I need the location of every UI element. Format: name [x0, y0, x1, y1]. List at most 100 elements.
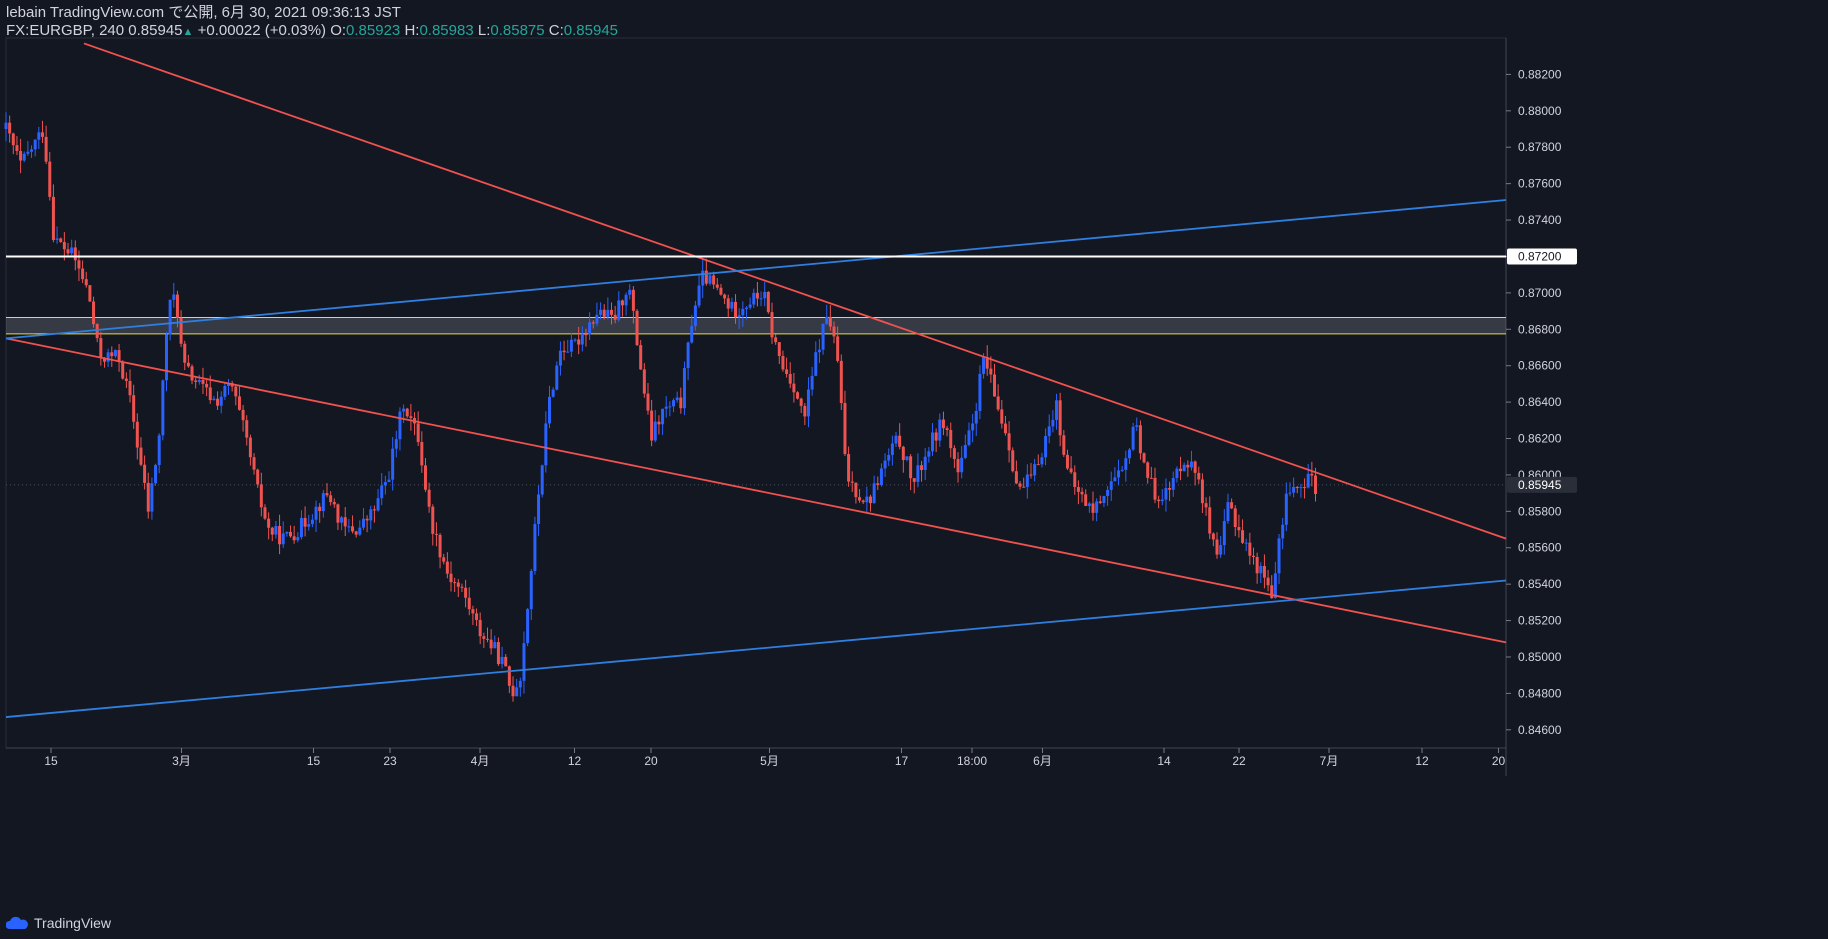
candle-body [245, 420, 249, 438]
candle-body [1259, 565, 1263, 574]
candle-body [1219, 545, 1223, 555]
candle-body [216, 398, 220, 406]
x-tick-label: 17 [895, 754, 909, 768]
blue-lower-trendline[interactable] [5, 579, 1507, 718]
candle-body [456, 582, 460, 587]
candle-body [252, 457, 256, 470]
candle-body [657, 421, 661, 425]
candle-body [1295, 487, 1299, 489]
candle-body [682, 368, 686, 409]
candle-body [92, 301, 96, 325]
plot-area[interactable] [5, 37, 1507, 749]
candle-body [117, 350, 121, 363]
candle-body [427, 489, 431, 507]
candle-body [1314, 475, 1317, 494]
candle-body [996, 396, 1000, 410]
candle-body [573, 339, 577, 341]
candle-body [482, 636, 486, 639]
candle-body [1226, 502, 1230, 522]
candle-body [1233, 508, 1237, 528]
y-tick-label: 0.85400 [1518, 577, 1562, 591]
candle-body [923, 456, 927, 471]
candle-body [1237, 527, 1241, 531]
candle-body [985, 357, 989, 369]
x-tick-label: 22 [1232, 754, 1246, 768]
tradingview-logo[interactable]: TradingView [6, 915, 111, 931]
candle-body [624, 294, 628, 306]
candle-body [872, 483, 876, 504]
candle-body [949, 430, 953, 449]
candle-body [358, 527, 362, 535]
yellow-supply-zone[interactable] [6, 317, 1506, 334]
candle-body [1306, 473, 1310, 488]
x-tick-label: 15 [307, 754, 321, 768]
candle-body [241, 409, 245, 421]
candle-body [865, 496, 869, 503]
candle-body [299, 517, 303, 538]
y-tick-label: 0.86800 [1518, 322, 1562, 336]
x-tick-label: 12 [568, 754, 582, 768]
candle-body [537, 494, 541, 525]
candle-body [227, 383, 231, 387]
x-tick-label: 6月 [1033, 754, 1052, 768]
candle-body [314, 506, 318, 520]
candle-body [139, 447, 143, 465]
candle-body [237, 396, 241, 410]
candle-body [438, 534, 442, 558]
candle-body [1142, 453, 1146, 463]
candle-body [1051, 419, 1055, 427]
candle-body [475, 613, 479, 620]
candle-body [154, 465, 158, 484]
candle-body [157, 435, 161, 466]
y-tick-label: 0.87400 [1518, 213, 1562, 227]
candle-body [602, 309, 606, 317]
last-price-tag [1507, 476, 1577, 493]
candle-body [1073, 472, 1077, 488]
candle-body [219, 396, 223, 406]
red-upper-trendline[interactable] [83, 42, 1507, 540]
y-tick-label: 0.85000 [1518, 650, 1562, 664]
candle-body [774, 337, 778, 343]
candle-body [1000, 409, 1004, 424]
candle-body [398, 411, 402, 440]
y-tick-label: 0.88200 [1518, 67, 1562, 81]
candle-body [1208, 507, 1212, 534]
candle-body [431, 506, 435, 534]
candle-body [77, 260, 81, 269]
candle-body [613, 314, 617, 320]
candle-body [256, 469, 260, 485]
candle-body [515, 687, 519, 697]
candle-body [19, 150, 23, 161]
candle-body [1098, 501, 1102, 503]
candle-body [956, 459, 960, 473]
candle-body [1003, 423, 1007, 434]
candle-body [905, 456, 909, 460]
candle-body [161, 380, 165, 436]
y-tick-label: 0.88000 [1518, 104, 1562, 118]
candle-body [99, 338, 103, 359]
candle-body [1189, 461, 1193, 468]
last-price: 0.85945 [128, 22, 183, 39]
candle-body [555, 365, 559, 390]
candle-body [409, 416, 413, 419]
candle-body [1014, 471, 1018, 484]
candle-body [416, 423, 420, 443]
candle-body [518, 680, 522, 688]
candle-body [1113, 477, 1117, 482]
candle-body [307, 524, 311, 527]
red-lower-trendline[interactable] [5, 337, 1507, 644]
candle-body [449, 573, 453, 583]
candle-body [741, 308, 745, 316]
blue-upper-trendline[interactable] [5, 199, 1507, 340]
candle-body [44, 136, 48, 162]
candle-body [394, 439, 398, 449]
candle-body [1055, 400, 1059, 420]
candle-body [650, 410, 654, 441]
candle-body [978, 373, 982, 411]
candle-body [522, 643, 526, 681]
candle-body [748, 304, 752, 308]
candle-body [861, 500, 865, 503]
candle-body [839, 360, 843, 404]
symbol-label[interactable]: FX:EURGBP, 240 [6, 22, 125, 39]
